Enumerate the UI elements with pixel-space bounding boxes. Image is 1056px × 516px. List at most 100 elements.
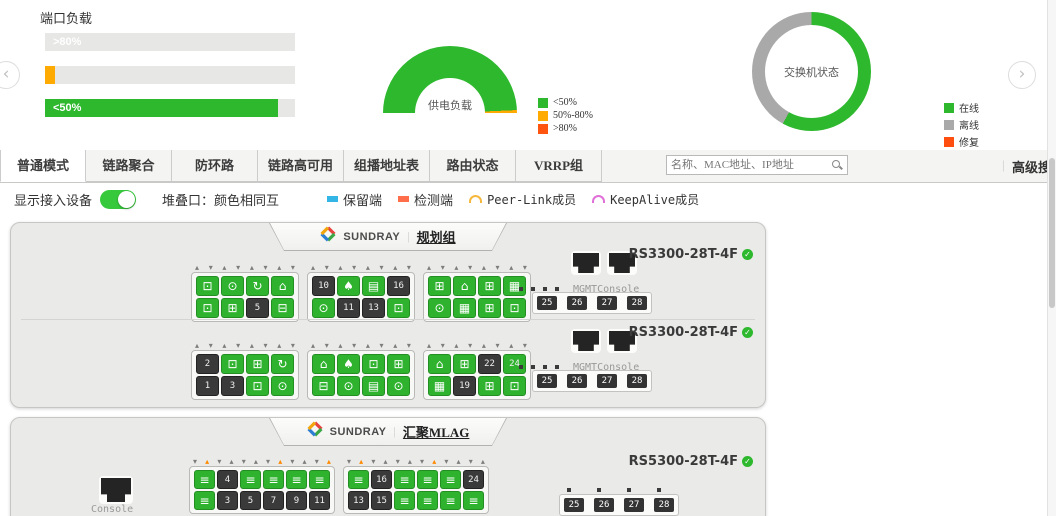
tab-链路聚合[interactable]: 链路聚合 (86, 150, 172, 182)
port-ap[interactable]: ⌂ (428, 354, 451, 374)
port-sync[interactable]: ↻ (246, 276, 269, 296)
port-terminal[interactable]: ⊡ (246, 376, 269, 396)
advanced-search-link[interactable]: 高级搜索 (1012, 160, 1056, 175)
port-11[interactable]: 11 (309, 491, 330, 510)
console-jack[interactable] (607, 329, 637, 353)
port-terminal[interactable]: ⊡ (362, 354, 385, 374)
port-switch[interactable]: ≡ (440, 470, 461, 489)
tab-路由状态[interactable]: 路由状态 (430, 150, 516, 182)
port-terminal[interactable]: ⊡ (196, 276, 219, 296)
port-terminal[interactable]: ⊡ (221, 354, 244, 374)
port-27[interactable]: 27 (624, 498, 644, 512)
port-switch[interactable]: ≡ (348, 470, 369, 489)
port-terminal[interactable]: ⊡ (503, 376, 526, 396)
port-sync[interactable]: ↻ (271, 354, 294, 374)
port-grid[interactable]: ⊞ (478, 298, 501, 318)
port-switch[interactable]: ≡ (417, 491, 438, 510)
port-4[interactable]: 4 (217, 470, 238, 489)
port-19[interactable]: 19 (453, 376, 476, 396)
port-switch[interactable]: ≡ (309, 470, 330, 489)
port-26[interactable]: 26 (594, 498, 614, 512)
port-26[interactable]: 26 (567, 374, 587, 388)
port-switch[interactable]: ≡ (194, 470, 215, 489)
port-android[interactable]: ⊙ (428, 298, 451, 318)
port-5[interactable]: 5 (240, 491, 261, 510)
search-input[interactable] (666, 155, 848, 175)
port-10[interactable]: 10 (312, 276, 335, 296)
port-26[interactable]: 26 (567, 296, 587, 310)
port-terminal[interactable]: ⊡ (387, 298, 410, 318)
port-printer[interactable]: ▤ (362, 276, 385, 296)
port-13[interactable]: 13 (348, 491, 369, 510)
port-grid[interactable]: ⊞ (478, 376, 501, 396)
port-25[interactable]: 25 (537, 374, 557, 388)
port-3[interactable]: 3 (221, 376, 244, 396)
port-projector[interactable]: ⊟ (312, 376, 335, 396)
port-grid[interactable]: ⊞ (246, 354, 269, 374)
port-projector[interactable]: ⊟ (271, 298, 294, 318)
show-access-toggle[interactable] (100, 189, 137, 209)
port-grid[interactable]: ⊞ (221, 298, 244, 318)
port-switch[interactable]: ≡ (463, 491, 484, 510)
console-jack[interactable] (607, 251, 637, 275)
port-ap[interactable]: ⌂ (271, 276, 294, 296)
port-apple[interactable]: ♠ (337, 276, 360, 296)
port-ap[interactable]: ⌂ (453, 276, 476, 296)
port-28[interactable]: 28 (627, 296, 647, 310)
port-7[interactable]: 7 (263, 491, 284, 510)
scrollbar-thumb[interactable] (1049, 158, 1055, 308)
port-28[interactable]: 28 (627, 374, 647, 388)
port-24[interactable]: 24 (503, 354, 526, 374)
port-terminal[interactable]: ⊡ (196, 298, 219, 318)
port-printer[interactable]: ▤ (362, 376, 385, 396)
port-27[interactable]: 27 (597, 296, 617, 310)
port-grid[interactable]: ⊞ (387, 354, 410, 374)
port-windows[interactable]: ▦ (453, 298, 476, 318)
port-grid[interactable]: ⊞ (428, 276, 451, 296)
port-16[interactable]: 16 (371, 470, 392, 489)
tab-普通模式[interactable]: 普通模式 (0, 150, 86, 182)
port-25[interactable]: 25 (537, 296, 557, 310)
port-24[interactable]: 24 (463, 470, 484, 489)
port-grid[interactable]: ⊞ (478, 276, 501, 296)
carousel-prev-button[interactable]: ‹ (0, 61, 20, 89)
port-android[interactable]: ⊙ (312, 298, 335, 318)
search-icon[interactable] (831, 159, 843, 171)
port-apple[interactable]: ♠ (337, 354, 360, 374)
port-windows[interactable]: ▦ (503, 276, 526, 296)
group-link[interactable]: 汇聚MLAG (402, 425, 470, 440)
port-13[interactable]: 13 (362, 298, 385, 318)
mgmt-jack[interactable] (571, 251, 601, 275)
port-2[interactable]: 2 (196, 354, 219, 374)
port-28[interactable]: 28 (654, 498, 674, 512)
port-switch[interactable]: ≡ (394, 491, 415, 510)
carousel-next-button[interactable]: › (1008, 61, 1036, 89)
console-jack[interactable] (99, 476, 133, 504)
port-windows[interactable]: ▦ (428, 376, 451, 396)
port-22[interactable]: 22 (478, 354, 501, 374)
port-android[interactable]: ⊙ (337, 376, 360, 396)
port-switch[interactable]: ≡ (394, 470, 415, 489)
port-android[interactable]: ⊙ (387, 376, 410, 396)
tab-VRRP组[interactable]: VRRP组 (516, 150, 602, 182)
port-3[interactable]: 3 (217, 491, 238, 510)
port-switch[interactable]: ≡ (263, 470, 284, 489)
port-android[interactable]: ⊙ (271, 376, 294, 396)
port-1[interactable]: 1 (196, 376, 219, 396)
port-16[interactable]: 16 (387, 276, 410, 296)
port-android[interactable]: ⊙ (221, 276, 244, 296)
group-link[interactable]: 规划组 (416, 230, 456, 245)
tab-链路高可用[interactable]: 链路高可用 (258, 150, 344, 182)
port-25[interactable]: 25 (564, 498, 584, 512)
port-9[interactable]: 9 (286, 491, 307, 510)
port-15[interactable]: 15 (371, 491, 392, 510)
tab-防环路[interactable]: 防环路 (172, 150, 258, 182)
port-terminal[interactable]: ⊡ (503, 298, 526, 318)
tab-组播地址表[interactable]: 组播地址表 (344, 150, 430, 182)
port-27[interactable]: 27 (597, 374, 617, 388)
port-switch[interactable]: ≡ (194, 491, 215, 510)
port-11[interactable]: 11 (337, 298, 360, 318)
port-switch[interactable]: ≡ (240, 470, 261, 489)
port-switch[interactable]: ≡ (417, 470, 438, 489)
port-ap[interactable]: ⌂ (312, 354, 335, 374)
